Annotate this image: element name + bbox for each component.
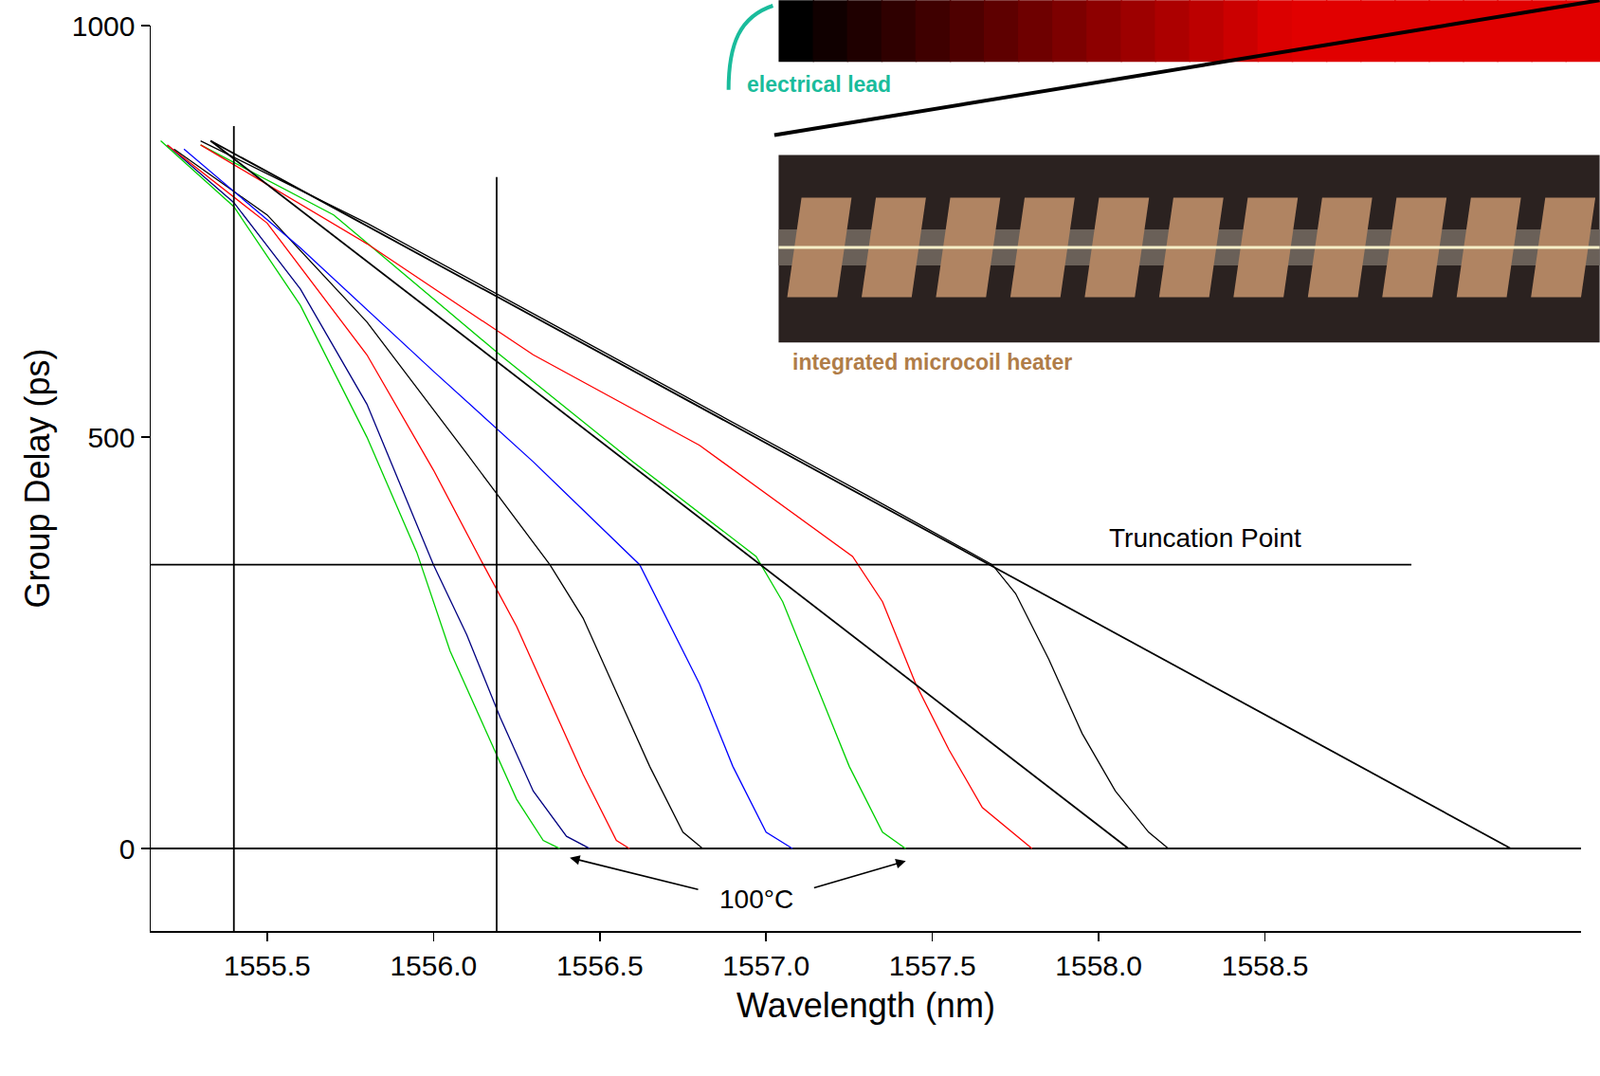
svg-text:100°C: 100°C xyxy=(719,884,794,914)
svg-text:1557.0: 1557.0 xyxy=(722,949,810,982)
svg-text:1000: 1000 xyxy=(72,10,136,42)
svg-text:integrated microcoil heater: integrated microcoil heater xyxy=(792,349,1073,375)
svg-text:1558.0: 1558.0 xyxy=(1054,949,1143,982)
svg-text:Truncation Point: Truncation Point xyxy=(1109,523,1302,553)
svg-text:500: 500 xyxy=(87,421,135,454)
svg-text:1556.0: 1556.0 xyxy=(389,949,477,982)
svg-text:1558.5: 1558.5 xyxy=(1221,949,1310,982)
svg-text:1555.5: 1555.5 xyxy=(223,949,311,982)
svg-text:Wavelength (nm): Wavelength (nm) xyxy=(736,985,996,1025)
svg-text:0: 0 xyxy=(119,833,136,865)
svg-text:1556.5: 1556.5 xyxy=(556,949,644,982)
svg-text:electrical lead: electrical lead xyxy=(746,72,891,97)
svg-text:1557.5: 1557.5 xyxy=(889,949,977,982)
svg-text:Group Delay (ps): Group Delay (ps) xyxy=(18,347,57,608)
